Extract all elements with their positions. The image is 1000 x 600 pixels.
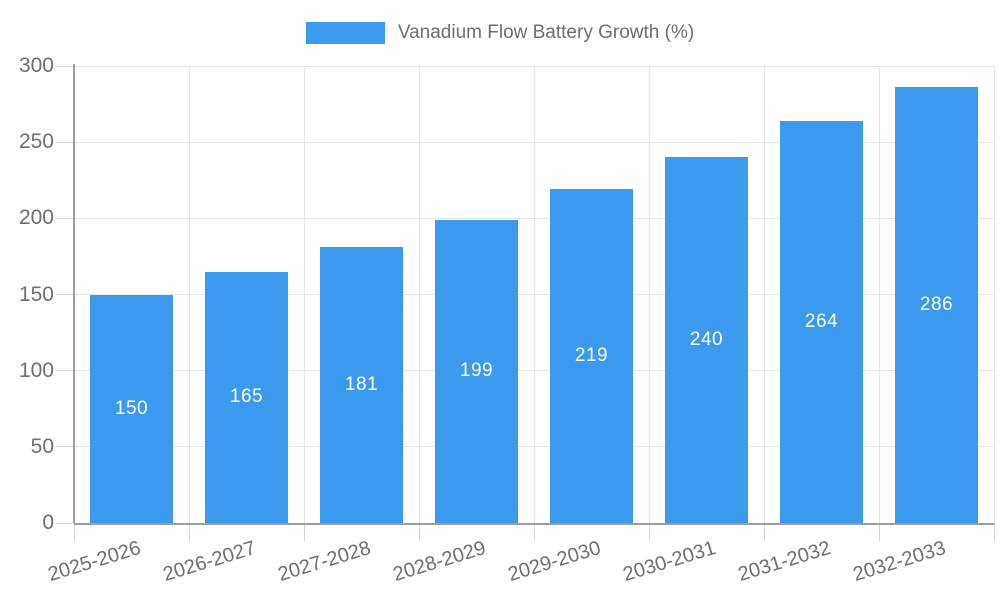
x-axis-category-label: 2029-2030 [505, 536, 604, 586]
gridline-vertical [418, 66, 420, 523]
gridline-vertical [303, 66, 305, 523]
gridline-vertical [993, 66, 995, 523]
gridline-vertical [188, 66, 190, 523]
bar-value-label: 240 [689, 329, 724, 351]
x-axis-line [74, 523, 994, 525]
chart-legend[interactable]: Vanadium Flow Battery Growth (%) [0, 20, 1000, 46]
x-axis-category-label: 2032-2033 [850, 536, 949, 586]
bar [435, 219, 518, 523]
x-axis-tick-mark [188, 523, 190, 541]
y-axis-tick-mark [56, 370, 74, 372]
bar [665, 157, 748, 523]
bar [320, 247, 403, 523]
bar [90, 294, 173, 523]
bar-value-label: 264 [804, 310, 839, 332]
y-axis-tick-mark [56, 522, 74, 524]
gridline-vertical [878, 66, 880, 523]
y-axis-tick-mark [56, 141, 74, 143]
y-axis-tick-label: 200 [18, 206, 54, 230]
gridline-vertical [648, 66, 650, 523]
gridline-vertical [763, 66, 765, 523]
bar-value-label: 286 [919, 294, 954, 316]
y-axis-tick-mark [56, 65, 74, 67]
x-axis-category-label: 2028-2029 [390, 536, 489, 586]
x-axis-category-label: 2027-2028 [275, 536, 374, 586]
bar [895, 87, 978, 523]
y-axis-tick-mark [56, 217, 74, 219]
y-axis-tick-mark [56, 294, 74, 295]
bar-value-label: 150 [114, 397, 149, 419]
x-axis-category-label: 2030-2031 [620, 536, 719, 586]
x-axis-tick-mark [73, 523, 75, 541]
x-axis-tick-mark [533, 523, 535, 541]
bar-value-label: 199 [459, 360, 494, 382]
y-axis-tick-label: 50 [30, 434, 54, 458]
x-axis-category-label: 2026-2027 [160, 536, 259, 586]
bar [205, 271, 288, 523]
legend-swatch[interactable] [305, 22, 385, 44]
bar [550, 189, 633, 523]
bar-value-label: 219 [574, 345, 609, 367]
gridline-vertical [533, 66, 535, 523]
y-axis-line [73, 64, 75, 523]
x-axis-tick-mark [418, 523, 420, 541]
bar-value-label: 165 [229, 386, 264, 408]
y-axis-tick-label: 250 [18, 130, 54, 154]
x-axis-tick-mark [993, 523, 995, 541]
x-axis-tick-mark [303, 523, 305, 541]
y-axis-tick-label: 150 [18, 282, 54, 306]
x-axis-tick-mark [878, 523, 880, 541]
y-axis-tick-label: 100 [18, 358, 54, 382]
bar [780, 120, 863, 523]
x-axis-category-label: 2031-2032 [735, 536, 834, 586]
y-axis-tick-mark [56, 446, 74, 448]
y-axis-tick-label: 0 [42, 511, 54, 534]
x-axis-category-label: 2025-2026 [45, 536, 144, 586]
legend-label[interactable]: Vanadium Flow Battery Growth (%) [397, 22, 695, 43]
y-axis-tick-label: 300 [18, 54, 54, 77]
bar-value-label: 181 [344, 374, 379, 396]
x-axis-tick-mark [648, 523, 650, 541]
x-axis-tick-mark [763, 523, 765, 541]
